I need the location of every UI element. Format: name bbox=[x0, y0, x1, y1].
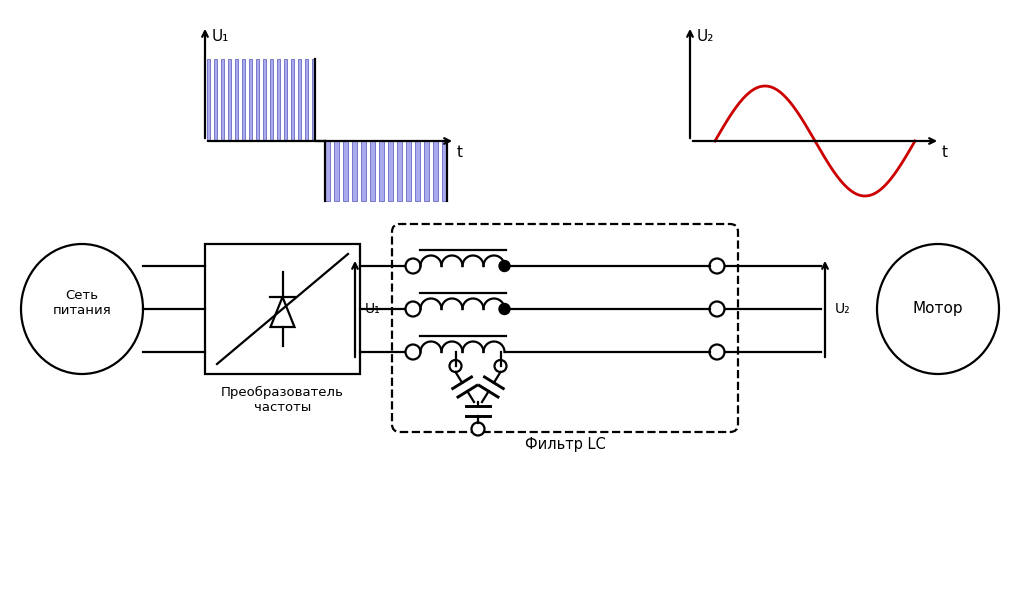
Text: U₁: U₁ bbox=[212, 29, 229, 44]
Text: t: t bbox=[457, 145, 463, 160]
Circle shape bbox=[710, 344, 725, 359]
Bar bbox=[379, 141, 384, 201]
Circle shape bbox=[710, 302, 725, 316]
Circle shape bbox=[471, 423, 484, 436]
Text: Мотор: Мотор bbox=[912, 302, 964, 316]
Bar bbox=[334, 141, 339, 201]
Text: U₂: U₂ bbox=[697, 29, 715, 44]
Bar bbox=[205, 244, 360, 374]
Bar bbox=[207, 59, 211, 141]
Text: Фильтр LC: Фильтр LC bbox=[524, 437, 605, 452]
Bar bbox=[234, 59, 239, 141]
Circle shape bbox=[406, 344, 421, 359]
Bar bbox=[343, 141, 347, 201]
Text: U₂: U₂ bbox=[835, 302, 851, 316]
Bar bbox=[397, 141, 401, 201]
Bar bbox=[214, 59, 217, 141]
Bar bbox=[361, 141, 366, 201]
Circle shape bbox=[406, 259, 421, 274]
Bar bbox=[228, 59, 231, 141]
Circle shape bbox=[450, 360, 462, 372]
Bar bbox=[221, 59, 224, 141]
Circle shape bbox=[710, 259, 725, 274]
Bar bbox=[325, 141, 330, 201]
Bar bbox=[304, 59, 308, 141]
Bar bbox=[352, 141, 356, 201]
Text: t: t bbox=[942, 145, 948, 160]
Text: Сеть
питания: Сеть питания bbox=[52, 289, 112, 317]
Bar bbox=[284, 59, 287, 141]
Bar bbox=[298, 59, 301, 141]
Bar bbox=[433, 141, 438, 201]
Circle shape bbox=[499, 260, 510, 272]
Bar bbox=[276, 59, 281, 141]
Bar bbox=[269, 59, 273, 141]
Bar bbox=[371, 141, 375, 201]
Bar bbox=[263, 59, 266, 141]
Bar bbox=[311, 59, 315, 141]
Bar bbox=[388, 141, 393, 201]
Bar bbox=[249, 59, 252, 141]
Bar bbox=[407, 141, 411, 201]
Bar bbox=[256, 59, 259, 141]
Circle shape bbox=[406, 302, 421, 316]
Circle shape bbox=[495, 360, 507, 372]
Bar bbox=[416, 141, 420, 201]
Text: U₁: U₁ bbox=[365, 302, 381, 316]
Text: Преобразователь
частоты: Преобразователь частоты bbox=[221, 386, 344, 414]
Circle shape bbox=[499, 303, 510, 315]
Bar bbox=[291, 59, 294, 141]
Bar bbox=[442, 141, 447, 201]
Bar bbox=[242, 59, 246, 141]
Bar bbox=[424, 141, 429, 201]
